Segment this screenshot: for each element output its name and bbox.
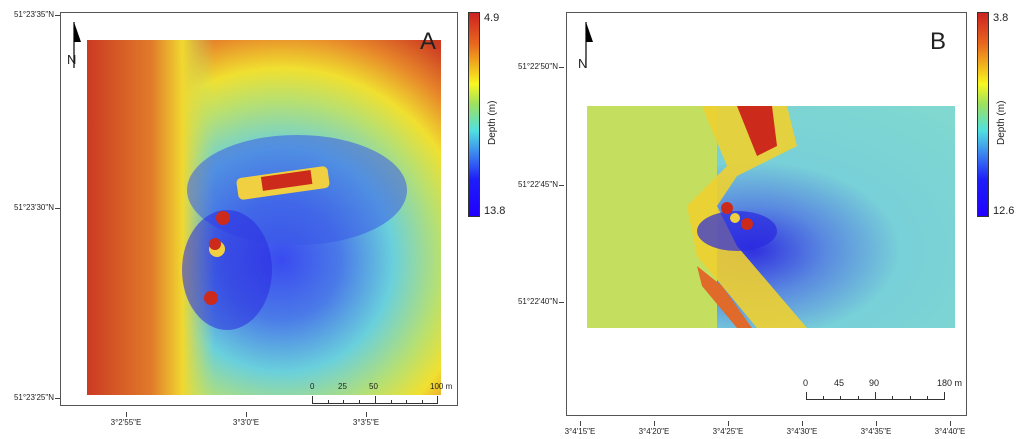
panel-a-lat-label: 51°23'35"N [0,10,60,19]
panel-b-lat-label: 51°22'45"N [500,180,564,189]
panel-b-colorbar-min: 12.6 [993,205,1015,217]
panel-b-lat-label: 51°22'40"N [500,297,564,306]
panel-a-lon-label: 3°2'55"E [96,412,156,427]
panel-a-letter: A [420,28,437,55]
panel-a-scale-label: 25 [338,382,347,391]
panel-a-lon-label: 3°3'5"E [336,412,396,427]
panel-a-colorbar [468,12,480,217]
panel-b-frame [566,12,967,416]
panel-a-colorbar-label: Depth (m) [487,100,498,145]
panel-a-colorbar-min: 13.8 [484,205,506,217]
north-arrow-icon [66,20,86,70]
panel-b-lon-label: 3°4'25"E [698,421,758,436]
panel-b-lon-label: 3°4'35"E [846,421,906,436]
panel-b-bathymetry-map [587,106,955,328]
north-label: N [578,56,588,71]
panel-b-colorbar [977,12,989,217]
panel-b-lon-label: 3°4'15"E [550,421,610,436]
panel-b-scale-label: 90 [869,378,880,388]
north-arrow-icon [580,20,600,70]
panel-a-colorbar-max: 4.9 [484,12,500,24]
panel-b-lat-label: 51°22'50"N [500,62,564,71]
panel-a-frame [60,12,458,406]
panel-a-scale-label: 50 [369,382,378,391]
panel-b-scale-label: 180 m [937,378,963,388]
panel-b-lon-label: 3°4'20"E [624,421,684,436]
panel-a-scale-label: 100 m [430,382,453,391]
panel-a-lat-label: 51°23'25"N [0,393,60,402]
panel-b-lon-label: 3°4'30"E [772,421,832,436]
panel-b-lon-label: 3°4'40"E [920,421,980,436]
panel-a-scale-label: 0 [310,382,315,391]
panel-b-scale-label: 0 [803,378,809,388]
panel-b-scale-bar [806,386,945,400]
panel-b-scale-label: 45 [834,378,845,388]
panel-b-colorbar-max: 3.8 [993,12,1009,24]
panel-b-colorbar-label: Depth (m) [996,100,1007,145]
north-label: N [67,52,77,67]
panel-a-scale-bar [312,390,438,404]
panel-a-lon-label: 3°3'0"E [216,412,276,427]
panel-a-bathymetry-map [87,40,441,395]
panel-b-letter: B [930,28,947,55]
panel-a-lat-label: 51°23'30"N [0,203,60,212]
